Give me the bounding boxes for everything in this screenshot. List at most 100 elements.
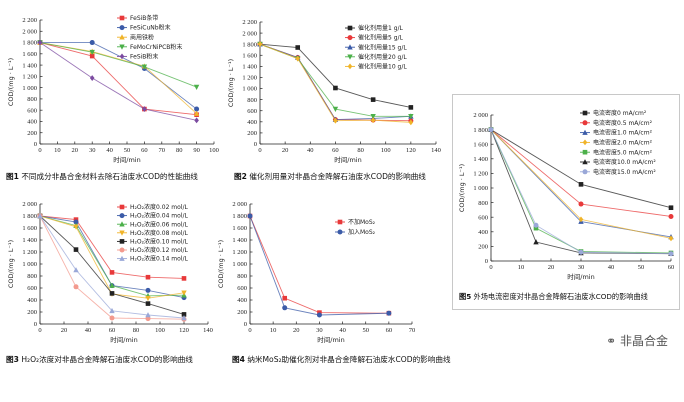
caption-fig2: 图2 催化剂用量对非晶合金降解石油废水COD的影响曲线 xyxy=(234,171,426,182)
x-tick-label: 20 xyxy=(61,327,68,334)
data-point xyxy=(145,287,151,293)
y-tick-label: 600 xyxy=(237,285,247,292)
data-point xyxy=(73,267,79,273)
y-tick-label: 1 000 xyxy=(22,261,37,268)
y-tick-label: 0 xyxy=(34,321,37,328)
series-3 xyxy=(37,39,200,116)
series-line xyxy=(490,129,672,254)
legend-entry: 电流密度5.0 mA/cm² xyxy=(593,148,653,156)
x-tick-label: 0 xyxy=(248,327,251,334)
y-tick-label: 1 400 xyxy=(22,62,37,69)
y-tick-label: 400 xyxy=(247,119,257,126)
y-tick-label: 2 000 xyxy=(242,30,257,37)
x-tick-label: 80 xyxy=(357,147,364,154)
series-line xyxy=(249,215,389,316)
series-line xyxy=(39,42,197,88)
caption-text: H₂O₂浓度对非晶合金降解石油废水COD的影响曲线 xyxy=(21,355,193,364)
data-point xyxy=(109,270,115,275)
y-tick-label: 1 200 xyxy=(473,171,488,178)
legend-entry: 不加MoS₂ xyxy=(348,218,376,226)
data-point xyxy=(181,276,187,281)
data-point xyxy=(578,182,584,187)
wechat-icon: ⚭ xyxy=(606,334,617,348)
data-point xyxy=(37,213,43,219)
data-point xyxy=(247,213,253,219)
legend-marker xyxy=(337,229,343,235)
legend-marker xyxy=(119,247,125,253)
y-tick-label: 0 xyxy=(244,321,247,328)
y-tick-label: 200 xyxy=(478,244,488,251)
data-point xyxy=(145,301,151,306)
data-point xyxy=(370,113,376,120)
y-tick-label: 1 600 xyxy=(22,51,37,58)
data-point xyxy=(408,119,414,126)
legend-entry: 电流密度0 mA/cm² xyxy=(593,109,647,117)
caption-text: 催化剂用量对非晶合金降解石油废水COD的影响曲线 xyxy=(249,172,426,181)
x-tick-label: 60 xyxy=(668,264,675,271)
legend-entry: 催化剂用量5 g/L xyxy=(358,34,404,42)
legend-entry: 催化剂用量15 g/L xyxy=(358,43,407,51)
legend-entry: H₂O₂浓度0.12 mol/L xyxy=(130,246,189,254)
data-point xyxy=(193,84,200,90)
x-tick-label: 0 xyxy=(258,147,261,154)
legend-entry: 催化剂用量20 g/L xyxy=(358,53,407,61)
y-tick-label: 0 xyxy=(34,141,37,148)
series-5 xyxy=(257,41,414,126)
x-tick-label: 40 xyxy=(106,147,113,154)
legend-entry: H₂O₂浓度0.10 mol/L xyxy=(130,238,189,246)
data-point xyxy=(194,106,200,112)
x-tick-label: 50 xyxy=(124,147,131,154)
chart-panel-fig5: 0 10 20 30 40 50 60 0 200 400 600 800 1 000 1 200 1 40… xyxy=(452,94,680,310)
x-axis-label: 时间/min xyxy=(334,155,361,164)
y-tick-label: 400 xyxy=(237,297,247,304)
y-tick-label: 1 800 xyxy=(473,127,488,134)
data-point xyxy=(488,127,494,133)
y-tick-label: 1 800 xyxy=(22,40,37,47)
x-tick-label: 140 xyxy=(203,327,213,334)
legend-marker xyxy=(582,169,588,175)
data-point xyxy=(370,97,376,102)
data-point xyxy=(333,85,338,91)
data-point xyxy=(73,224,79,230)
y-tick-label: 800 xyxy=(237,273,247,280)
y-tick-label: 200 xyxy=(247,130,257,137)
y-tick-label: 1 200 xyxy=(232,249,247,256)
x-tick-label: 10 xyxy=(518,264,525,271)
data-point xyxy=(181,312,187,317)
x-axis-label: 时间/min xyxy=(567,272,594,281)
legend-entry: 电流密度1.0 mA/cm² xyxy=(593,129,653,137)
y-tick-label: 1 800 xyxy=(22,213,37,220)
y-tick-label: 2 200 xyxy=(22,17,37,24)
y-axis-label: COD/(mg · L⁻¹) xyxy=(7,58,15,106)
x-tick-label: 0 xyxy=(38,147,41,154)
legend-marker xyxy=(119,230,125,236)
y-tick-label: 200 xyxy=(27,309,37,316)
chart-panel-fig3: 0 20 40 60 80 100 120 140 0 200 400 600 800 1 000 1 20… xyxy=(2,196,224,354)
data-point xyxy=(89,53,95,59)
data-point xyxy=(109,291,115,296)
chart-svg: 0 10 20 30 40 50 60 70 0 200 400 600 800 1 000 1 200 1 … xyxy=(217,201,415,344)
data-point xyxy=(295,45,301,50)
y-tick-label: 2 000 xyxy=(473,112,488,119)
x-tick-label: 20 xyxy=(293,327,300,334)
y-tick-label: 1 200 xyxy=(242,75,257,82)
x-tick-label: 10 xyxy=(270,327,277,334)
data-point xyxy=(668,213,674,219)
legend-marker xyxy=(119,204,125,210)
legend-marker xyxy=(119,34,125,40)
data-point xyxy=(109,307,115,314)
y-tick-label: 800 xyxy=(27,96,37,103)
legend-marker xyxy=(582,120,588,126)
y-tick-label: 400 xyxy=(27,297,37,304)
x-tick-label: 40 xyxy=(307,147,314,154)
data-point xyxy=(145,274,151,280)
y-axis-label: COD/(mg · L⁻¹) xyxy=(458,164,466,212)
x-tick-label: 120 xyxy=(406,147,416,154)
legend-marker xyxy=(119,44,125,50)
data-point xyxy=(194,117,199,124)
series-line xyxy=(40,42,197,110)
y-tick-label: 600 xyxy=(27,107,37,114)
